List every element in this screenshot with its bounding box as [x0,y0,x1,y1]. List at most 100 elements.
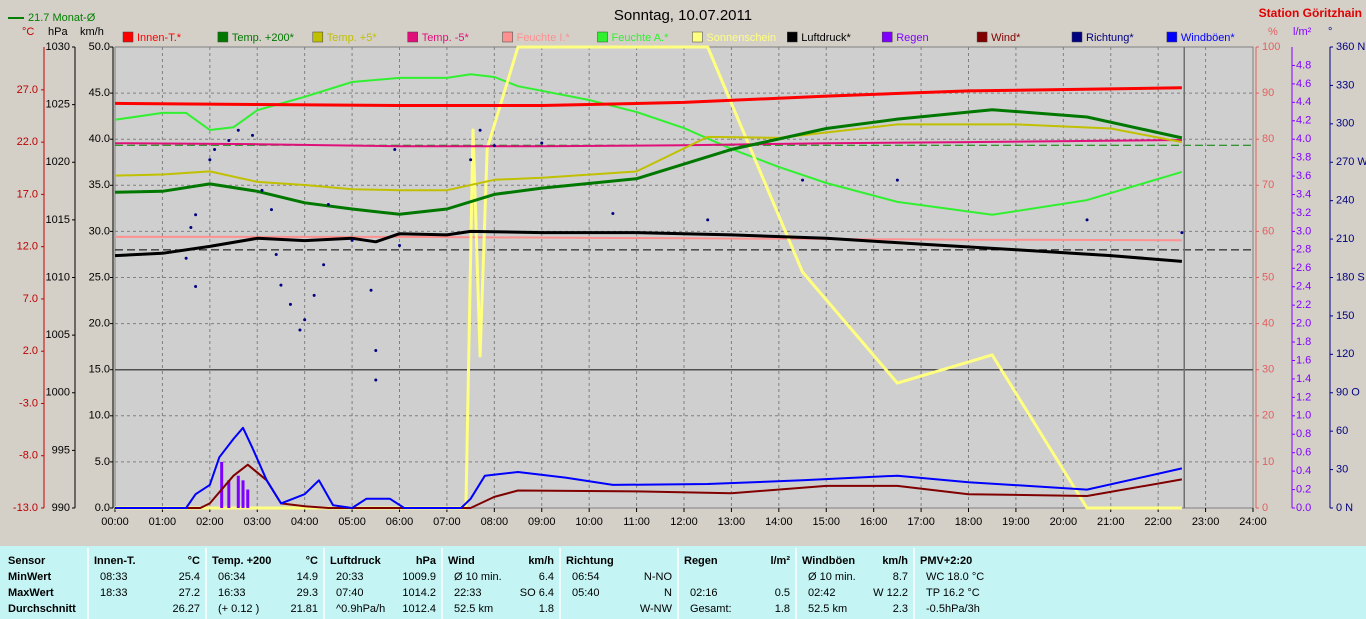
group-name: Regen [684,555,718,567]
y-tick-label: 1010 [46,271,70,283]
bar [227,480,231,508]
x-tick-label: 12:00 [670,516,698,528]
y-tick-label: 300 [1336,118,1354,130]
scatter-point [236,128,240,132]
x-tick-label: 23:00 [1192,516,1220,528]
y-tick-label: 2.0 [1296,318,1311,330]
scatter-point [393,147,397,151]
x-tick-label: 17:00 [907,516,935,528]
y-tick-label: 1005 [46,329,70,341]
y-tick-label: 1.6 [1296,354,1311,366]
cell-left: Ø 10 min. [454,571,502,583]
x-tick-label: 15:00 [812,516,840,528]
series-line [115,463,1183,509]
y-tick-label: 45.0 [89,87,110,99]
chart-title: Sonntag, 10.07.2011 [614,7,752,24]
cell-left: 07:40 [336,587,364,599]
scatter-point [194,213,198,217]
series-line [114,108,1183,216]
x-tick-label: 14:00 [765,516,793,528]
row-label: MaxWert [8,587,54,599]
x-tick-label: 11:00 [623,516,650,528]
cell-right: 1014.2 [402,587,436,599]
y-tick-label: 0.6 [1296,447,1311,459]
group-unit: km/h [528,555,554,567]
legend-key [787,31,798,43]
series-line [115,426,1183,509]
y-tick-label: 10 [1262,456,1274,468]
cell-right: N-NO [644,571,673,583]
axis-title: % [1268,26,1278,38]
stats-panel [0,546,1366,619]
group-name: Temp. +200 [212,555,271,567]
scatter-point [1085,218,1089,222]
legend-key [217,31,229,43]
x-tick-label: 09:00 [528,516,556,528]
y-tick-label: 40 [1262,318,1274,330]
cell-left: 52.5 km [454,603,493,615]
legend-label: Temp. +200* [232,32,295,44]
group-unit: hPa [416,555,437,567]
row-label: Sensor [8,555,46,567]
x-tick-label: 06:00 [386,516,414,528]
cell-right: 1009.9 [402,571,436,583]
y-tick-label: 990 [52,502,70,514]
cell-right: 0.5 [775,587,790,599]
scatter-point [213,147,217,151]
y-tick-label: 0 [1262,502,1268,514]
y-tick-label: 50 [1262,271,1274,283]
scatter-point [611,211,615,215]
scatter-point [895,178,899,182]
x-tick-label: 10:00 [575,516,603,528]
group-name: Wind [448,555,475,567]
y-tick-label: 25.0 [89,271,110,283]
y-tick-label: 35.0 [89,179,110,191]
y-tick-label: 2.8 [1296,244,1311,256]
cell-right: SO 6.4 [520,587,554,599]
y-tick-label: 22.0 [17,136,38,148]
y-tick-label: 5.0 [95,456,110,468]
cell-right: 26.27 [172,603,200,615]
legend-key [502,31,513,43]
cell-left: 22:33 [454,587,482,599]
scatter-point [227,138,231,142]
scatter-point [374,378,378,382]
series-line [114,86,1182,107]
scatter-point [288,302,292,306]
cell-right: W 12.2 [873,587,908,599]
x-tick-label: 16:00 [860,516,888,528]
legend-label: Feuchte I.* [517,32,571,44]
legend-label: Feuchte A.* [612,32,670,44]
x-tick-label: 13:00 [718,516,746,528]
group-unit: °C [188,555,200,567]
y-tick-label: 1.0 [1296,410,1311,422]
cell-right: 21.81 [290,603,318,615]
legend-label: Regen [896,32,928,44]
x-tick-label: 03:00 [243,516,271,528]
y-tick-label: 1025 [46,99,70,111]
y-tick-label: 240 [1336,195,1354,207]
axis-title: km/h [80,26,104,38]
y-tick-label: 4.4 [1296,96,1311,108]
cell-right: 6.4 [539,571,554,583]
group-unit: km/h [882,555,908,567]
cell-left: ^0.9hPa/h [336,603,385,615]
row-label: Durchschnitt [8,603,76,615]
y-tick-label: 270 W [1336,156,1366,168]
cell-right: 14.9 [297,571,318,583]
scatter-point [279,283,283,287]
y-tick-label: 4.6 [1296,78,1311,90]
cell-right: 25.4 [179,571,200,583]
axis-title: ° [1328,26,1332,38]
scatter-point [298,328,302,332]
legend-key [597,31,608,43]
y-tick-label: 0 N [1336,502,1353,514]
y-tick-label: 120 [1336,348,1354,360]
y-tick-label: 90 O [1336,387,1360,399]
cell-left: -0.5hPa/3h [926,603,980,615]
y-tick-label: 210 [1336,233,1354,245]
cell-left: (+ 0.12 ) [218,603,259,615]
x-tick-label: 04:00 [291,516,319,528]
legend-label: Sonnenschein [706,32,776,44]
y-tick-label: 30 [1262,364,1274,376]
